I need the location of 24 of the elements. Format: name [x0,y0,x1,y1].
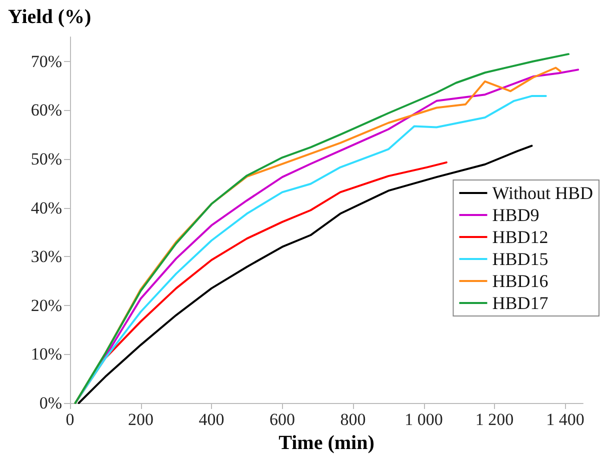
x-tick-label: 200 [128,410,154,429]
x-axis-title: Time (min) [278,432,374,454]
x-tick-label: 0 [66,410,74,429]
y-tick-label: 40% [30,198,62,218]
legend-label: HBD12 [492,227,548,247]
y-tick-label: 30% [30,247,62,266]
x-tick-label: 1 400 [546,410,584,429]
x-tick-label: 1 000 [404,410,443,429]
y-tick-label: 60% [30,100,62,120]
legend-label: Without HBD [492,183,594,203]
legend-label: HBD9 [492,205,540,225]
x-tick-label: 600 [270,410,296,429]
x-tick-label: 800 [340,410,366,429]
y-tick-label: 70% [30,52,62,71]
y-tick-label: 50% [30,150,62,168]
legend-label: HBD17 [492,293,548,313]
legend-label: HBD15 [492,249,548,269]
y-tick-label: 0% [39,394,62,412]
y-tick-label: 10% [30,344,62,364]
y-axis-title: Yield (%) [8,6,92,28]
legend-label: HBD16 [492,271,548,291]
x-tick-label: 400 [198,410,224,429]
x-tick-label: 1 200 [475,410,514,429]
y-tick-label: 20% [30,296,62,315]
